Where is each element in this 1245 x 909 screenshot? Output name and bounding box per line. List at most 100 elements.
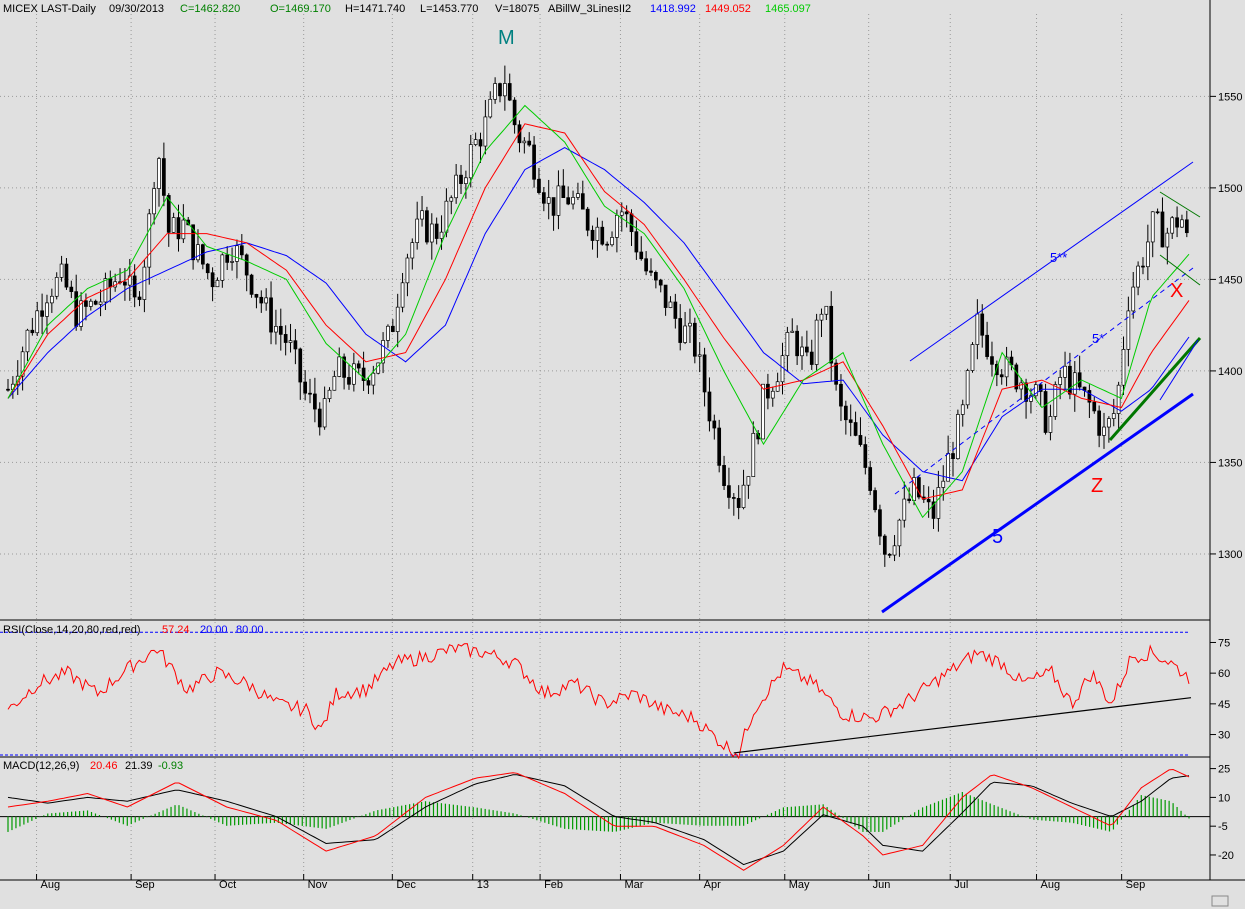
- candle-body: [1019, 382, 1024, 390]
- candle-body: [278, 325, 283, 335]
- candle-body: [649, 270, 653, 273]
- scroll-box[interactable]: [1211, 895, 1229, 907]
- candle-body: [473, 139, 478, 145]
- candle-body: [907, 498, 912, 501]
- x-tick-label: Nov: [308, 879, 328, 891]
- candle-body: [1068, 365, 1072, 395]
- candle-body: [390, 325, 395, 332]
- candle-body: [1033, 384, 1038, 397]
- x-tick-label: Sep: [1126, 879, 1146, 891]
- candle-body: [147, 213, 152, 268]
- macd-tick-label: -5: [1218, 821, 1228, 833]
- candle-body: [843, 405, 848, 421]
- candle-body: [517, 124, 522, 144]
- candle-body: [931, 501, 936, 519]
- candle-body: [347, 377, 351, 385]
- candle-body: [980, 313, 985, 336]
- indicator-name: ABillW_3LinesII2: [548, 3, 631, 15]
- candle-body: [800, 346, 804, 357]
- candle-body: [137, 296, 142, 300]
- indicator-value-blue: 1418.992: [650, 3, 696, 15]
- candle-body: [1155, 211, 1160, 214]
- candle-body: [1131, 286, 1136, 312]
- candle-body: [848, 419, 853, 423]
- candle-body: [610, 237, 614, 246]
- candle-body: [960, 404, 965, 415]
- macd-hist-value: -0.93: [158, 760, 183, 772]
- annotation-5-double-star: 5**: [1050, 250, 1067, 265]
- candle-body: [605, 243, 610, 246]
- candle-body: [551, 197, 556, 216]
- candle-body: [503, 83, 507, 97]
- candle-body: [1136, 265, 1140, 288]
- candle-body: [371, 372, 376, 386]
- candle-body: [210, 272, 215, 288]
- candle-body: [766, 383, 770, 399]
- indicator-value-green: 1465.097: [765, 3, 811, 15]
- x-tick-label: Dec: [396, 879, 416, 891]
- candle-body: [395, 306, 400, 332]
- candle-body: [98, 301, 103, 305]
- rsi-tick-label: 60: [1218, 668, 1230, 680]
- price-tick-label: 1400: [1218, 366, 1242, 378]
- price-tick-label: 1500: [1218, 183, 1242, 195]
- candle-body: [683, 325, 687, 343]
- rsi-value: 57.24: [162, 624, 190, 636]
- rsi-line: [7, 643, 1190, 760]
- candle-body: [215, 280, 220, 288]
- candle-body: [702, 354, 707, 393]
- candle-body: [288, 340, 293, 343]
- candle-body: [644, 258, 648, 272]
- candle-body: [1180, 219, 1184, 228]
- x-tick-label: Sep: [135, 879, 155, 891]
- candle-body: [795, 330, 799, 357]
- candle-body: [917, 477, 921, 498]
- candle-body: [498, 83, 502, 97]
- green-support-line: [1108, 337, 1202, 441]
- rsi-tick-label: 45: [1218, 699, 1230, 711]
- candle-body: [415, 218, 420, 243]
- candle-body: [770, 390, 775, 399]
- macd-value: 20.46: [90, 760, 118, 772]
- candle-body: [483, 116, 488, 147]
- macd-signal-value: 21.39: [125, 760, 153, 772]
- x-tick-label: 13: [477, 879, 489, 891]
- candle-body: [239, 245, 244, 256]
- candle-body: [853, 422, 858, 436]
- candle-body: [308, 392, 312, 395]
- candle-body: [619, 211, 624, 216]
- annotation-m: M: [498, 27, 515, 49]
- candle-body: [439, 231, 444, 239]
- candle-body: [1141, 265, 1145, 268]
- candle-body: [244, 254, 249, 276]
- date-label: 09/30/2013: [109, 3, 164, 15]
- candle-body: [868, 467, 873, 491]
- candle-body: [639, 251, 644, 260]
- candle-body: [863, 444, 868, 468]
- candle-body: [537, 178, 541, 193]
- candle-body: [356, 363, 361, 369]
- candle-body: [717, 427, 722, 466]
- symbol-label: MICEX LAST-Daily: [3, 3, 96, 15]
- candle-body: [30, 329, 35, 334]
- candle-body: [790, 330, 795, 333]
- annotation-5-star: 5*: [1092, 331, 1104, 346]
- candle-body: [35, 310, 40, 334]
- candle-body: [1160, 211, 1165, 248]
- candle-body: [162, 158, 166, 196]
- candle-body: [1165, 232, 1170, 248]
- candle-body: [561, 185, 566, 198]
- candle-body: [410, 242, 415, 259]
- candle-body: [629, 213, 634, 233]
- candle-body: [887, 553, 892, 556]
- candle-body: [1004, 356, 1009, 378]
- price-panel: [6, 65, 1202, 614]
- candle-body: [975, 313, 980, 345]
- annotation-x: X: [1170, 280, 1183, 302]
- candle-body: [688, 322, 692, 327]
- candle-body: [317, 408, 322, 428]
- candle-body: [956, 414, 960, 460]
- candle-body: [741, 484, 746, 508]
- rsi-high-level: 80.00: [236, 624, 264, 636]
- macd-title: MACD(12,26,9): [3, 760, 79, 772]
